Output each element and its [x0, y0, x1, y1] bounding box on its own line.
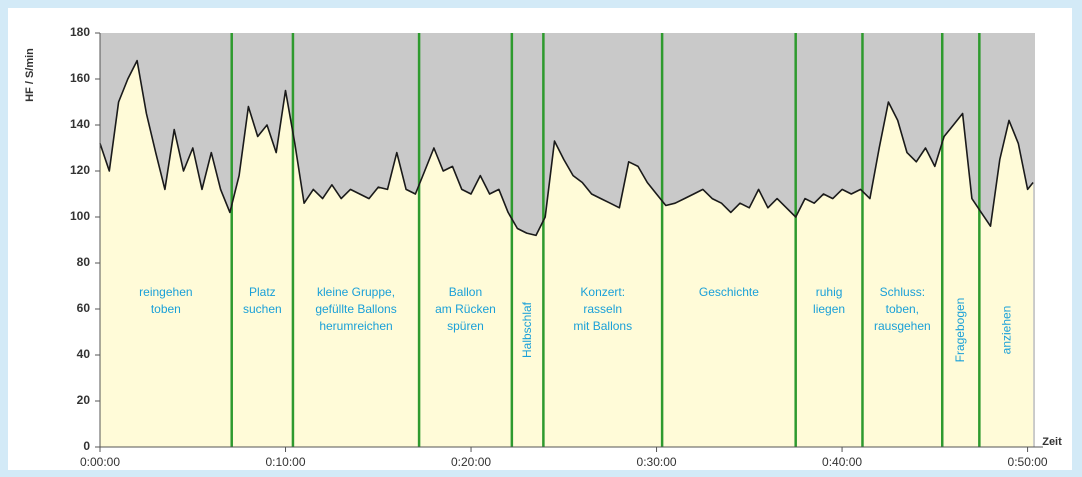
area-fill [100, 60, 1034, 447]
phase-label: Ballon [449, 285, 482, 299]
y-tick-label: 20 [77, 393, 91, 407]
y-tick-label: 80 [77, 255, 91, 269]
x-tick-label: 0:00:00 [80, 455, 120, 469]
phase-label: toben, [886, 302, 919, 316]
x-tick-label: 0:10:00 [265, 455, 305, 469]
y-axis-label: HF / S/min [24, 48, 36, 102]
phase-label: spüren [447, 319, 484, 333]
y-tick-label: 180 [70, 25, 90, 39]
phase-label: ruhig [816, 285, 843, 299]
phase-label: am Rücken [435, 302, 496, 316]
phase-label: Platz [249, 285, 276, 299]
phase-label: gefüllte Ballons [315, 302, 396, 316]
phase-label: suchen [243, 302, 282, 316]
y-tick-label: 160 [70, 71, 90, 85]
y-tick-label: 100 [70, 209, 90, 223]
phase-label: toben [151, 302, 181, 316]
x-tick-label: 0:40:00 [822, 455, 862, 469]
y-tick-label: 0 [83, 439, 90, 453]
phase-label: Halbschlaf [520, 301, 534, 358]
x-tick-label: 0:20:00 [451, 455, 491, 469]
phase-label: herumreichen [319, 319, 392, 333]
y-tick-label: 40 [77, 347, 91, 361]
x-tick-label: 0:50:00 [1008, 455, 1048, 469]
x-tick-label: 0:30:00 [637, 455, 677, 469]
heart-rate-line [99, 59, 1034, 237]
phase-label: liegen [813, 302, 845, 316]
y-tick-label: 140 [70, 117, 90, 131]
phase-label: Konzert: [580, 285, 625, 299]
phase-label: reingehen [139, 285, 192, 299]
phase-label: mit Ballons [573, 319, 632, 333]
x-axis-label: Zeit [1042, 436, 1062, 448]
phase-label: Fragebogen [953, 298, 967, 363]
y-tick-label: 120 [70, 163, 90, 177]
phase-label: anziehen [999, 306, 1013, 355]
y-tick-label: 60 [77, 301, 91, 315]
phase-label: kleine Gruppe, [317, 285, 395, 299]
phase-label: Geschichte [699, 285, 759, 299]
phase-label: rausgehen [874, 319, 931, 333]
phase-label: Schluss: [880, 285, 925, 299]
phase-label: rasseln [583, 302, 622, 316]
